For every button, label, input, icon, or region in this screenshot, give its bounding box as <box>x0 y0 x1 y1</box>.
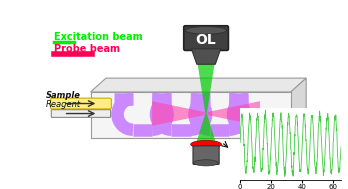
Ellipse shape <box>194 160 219 166</box>
Text: Excitation beam: Excitation beam <box>54 32 142 42</box>
Polygon shape <box>291 78 306 138</box>
Ellipse shape <box>191 140 221 148</box>
Polygon shape <box>152 101 205 126</box>
Text: OL: OL <box>196 33 216 47</box>
Polygon shape <box>195 114 217 146</box>
Text: Probe beam: Probe beam <box>54 44 120 54</box>
Text: Sample: Sample <box>46 91 81 100</box>
Polygon shape <box>208 101 260 126</box>
Polygon shape <box>90 78 306 92</box>
FancyBboxPatch shape <box>51 110 111 117</box>
Polygon shape <box>195 49 217 114</box>
Text: Reagent: Reagent <box>46 100 81 109</box>
FancyBboxPatch shape <box>282 110 307 117</box>
Bar <box>90 92 291 138</box>
FancyBboxPatch shape <box>50 98 111 109</box>
FancyBboxPatch shape <box>193 146 219 164</box>
FancyBboxPatch shape <box>184 26 228 50</box>
Ellipse shape <box>185 26 227 34</box>
Polygon shape <box>191 49 221 64</box>
